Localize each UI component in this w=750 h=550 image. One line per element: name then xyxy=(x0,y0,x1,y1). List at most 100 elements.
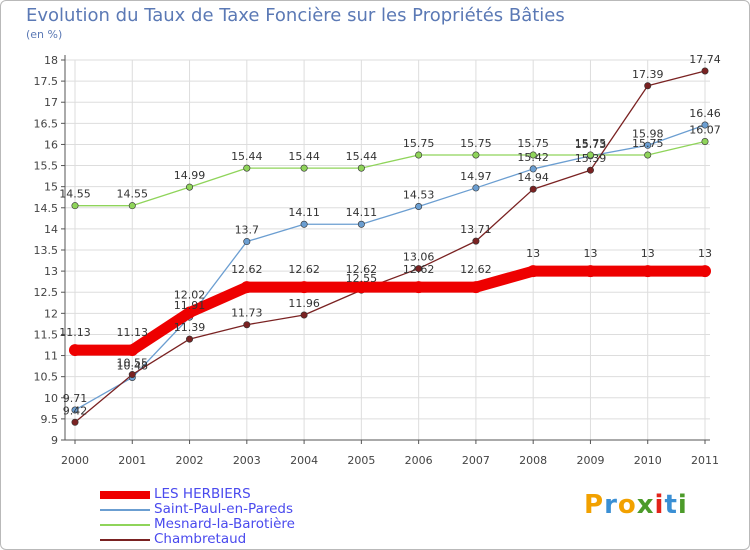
data-label: 15.39 xyxy=(575,152,607,165)
data-label: 13 xyxy=(698,247,712,260)
data-point xyxy=(300,220,308,228)
data-point xyxy=(243,164,251,172)
data-label: 17.74 xyxy=(689,53,721,66)
x-tick-label: 2005 xyxy=(347,454,375,467)
x-tick-label: 2004 xyxy=(290,454,318,467)
data-label: 11.91 xyxy=(174,299,206,312)
data-label: 12.55 xyxy=(346,272,378,285)
data-point xyxy=(69,344,81,357)
data-point xyxy=(128,202,136,210)
y-tick-label: 17 xyxy=(44,96,58,109)
data-point xyxy=(701,137,709,145)
data-label: 12.62 xyxy=(346,263,378,276)
y-tick-label: 15 xyxy=(44,181,58,194)
data-point xyxy=(699,265,711,278)
data-label: 10.55 xyxy=(117,357,149,370)
x-tick-label: 2010 xyxy=(634,454,662,467)
data-point xyxy=(644,141,652,149)
unit-label: (en %) xyxy=(26,28,63,41)
y-tick-label: 18 xyxy=(44,54,58,67)
data-label: 12.62 xyxy=(403,263,435,276)
y-tick-label: 13.5 xyxy=(34,244,59,257)
data-point xyxy=(300,311,308,319)
data-label: 12.62 xyxy=(231,263,263,276)
y-tick-label: 12 xyxy=(44,307,58,320)
data-point xyxy=(243,321,251,329)
data-point xyxy=(300,164,308,172)
legend-label: Chambretaud xyxy=(154,531,247,547)
data-point xyxy=(469,281,482,294)
data-point xyxy=(128,371,136,379)
data-point xyxy=(412,281,425,294)
data-label: 15.75 xyxy=(460,137,492,150)
logo-letter: o xyxy=(617,490,637,520)
data-label: 15.44 xyxy=(346,150,378,163)
data-point xyxy=(415,203,423,211)
y-tick-label: 14.5 xyxy=(34,202,59,215)
x-tick-label: 2007 xyxy=(462,454,490,467)
data-point xyxy=(71,202,79,210)
data-label: 15.44 xyxy=(288,150,320,163)
data-point xyxy=(644,82,652,90)
legend-item-mesnard-la-barotiere: Mesnard-la-Barotière xyxy=(100,517,295,532)
series-lines xyxy=(69,67,711,426)
grid xyxy=(65,59,710,441)
data-label: 14.11 xyxy=(288,206,320,219)
y-tick-label: 11.5 xyxy=(34,328,59,341)
proxiti-logo: Proxiti xyxy=(584,490,688,520)
data-label: 15.42 xyxy=(517,151,549,164)
y-tick-label: 10.5 xyxy=(34,371,59,384)
data-label: 9.71 xyxy=(63,392,88,405)
data-point xyxy=(527,265,540,278)
logo-letter: i xyxy=(677,490,688,520)
data-point xyxy=(701,67,709,75)
data-label: 14.55 xyxy=(59,188,91,201)
data-label: 11.13 xyxy=(117,326,149,339)
legend-item-les-herbiers: LES HERBIERS xyxy=(100,487,295,502)
data-point xyxy=(644,151,652,159)
data-label: 9.42 xyxy=(63,404,88,417)
data-label: 11.96 xyxy=(288,297,320,310)
data-point xyxy=(584,265,597,278)
legend-swatch-les-herbiers xyxy=(100,490,150,499)
legend-swatch-saint-paul-en-pareds xyxy=(100,508,150,511)
data-label: 11.39 xyxy=(174,321,206,334)
logo-letter: x xyxy=(636,490,655,520)
data-label: 11.73 xyxy=(231,307,263,320)
data-label: 14.11 xyxy=(346,206,378,219)
data-point xyxy=(186,335,194,343)
data-label: 13.06 xyxy=(403,251,435,264)
data-label: 15.73 xyxy=(575,138,607,151)
series-line-mesnard-la-baroti-re xyxy=(74,140,706,207)
data-point xyxy=(71,418,79,426)
logo-letter: i xyxy=(654,490,665,520)
data-label: 14.97 xyxy=(460,170,492,183)
y-tick-label: 12.5 xyxy=(34,286,59,299)
y-tick-label: 13 xyxy=(44,265,58,278)
legend-swatch-chambretaud xyxy=(100,538,150,541)
legend-label: Saint-Paul-en-Pareds xyxy=(154,501,294,517)
chart-title: Evolution du Taux de Taxe Foncière sur l… xyxy=(26,5,565,26)
data-label: 15.75 xyxy=(517,137,549,150)
y-tick-label: 11 xyxy=(44,350,58,363)
logo-letter: t xyxy=(664,490,678,520)
data-label: 14.55 xyxy=(117,188,149,201)
x-tick-label: 2002 xyxy=(176,454,204,467)
x-tick-label: 2009 xyxy=(576,454,604,467)
y-tick-label: 17.5 xyxy=(34,75,59,88)
data-point xyxy=(355,281,368,294)
data-point xyxy=(415,151,423,159)
data-point xyxy=(186,183,194,191)
y-tick-label: 16 xyxy=(44,138,58,151)
data-point xyxy=(529,165,537,173)
x-tick-label: 2011 xyxy=(691,454,719,467)
data-point xyxy=(126,344,139,357)
data-point xyxy=(529,151,537,159)
data-point xyxy=(586,166,594,174)
data-point xyxy=(357,164,365,172)
legend: LES HERBIERS Saint-Paul-en-Pareds Mesnar… xyxy=(100,487,295,547)
data-label: 13 xyxy=(526,247,540,260)
logo-letter: P xyxy=(584,490,605,520)
data-point xyxy=(529,185,537,193)
data-point xyxy=(298,281,311,294)
